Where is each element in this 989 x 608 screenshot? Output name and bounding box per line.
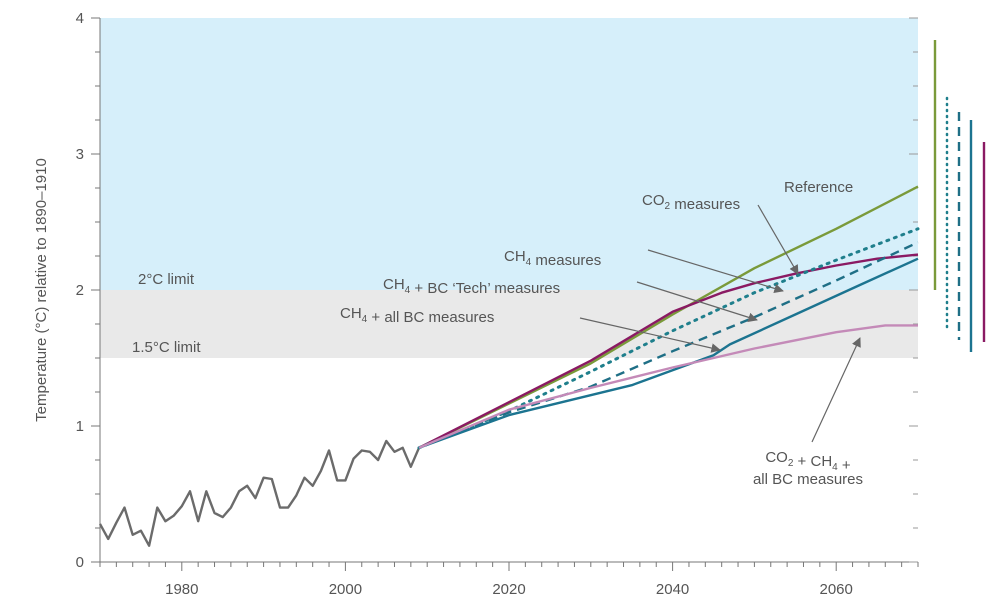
y-tick-label: 1	[76, 418, 84, 435]
arrow-ch4_all_bc	[579, 317, 721, 353]
series-line-co2_ch4_all_bc	[418, 324, 918, 449]
arrow-ch4	[647, 249, 784, 294]
y-tick-label: 3	[76, 146, 84, 163]
annotation-ch4: CH4 measures	[504, 248, 601, 269]
annotation-ch4_bc_tech: CH4 + BC ‘Tech’ measures	[383, 276, 560, 297]
annotation-reference: Reference	[784, 179, 853, 196]
annotation-co2: CO2 measures	[642, 192, 740, 213]
arrow-co2	[757, 204, 799, 275]
series-line-reference	[418, 185, 919, 449]
x-tick-label: 1980	[165, 581, 198, 598]
y-tick-label: 4	[76, 10, 84, 27]
y-axis-title: Temperature (°C) relative to 1890–1910	[33, 158, 50, 422]
limit-label-1: 1.5°C limit	[132, 339, 201, 356]
y-tick-label: 0	[76, 554, 84, 571]
annotation-co2_ch4_all_bc: all BC measures	[753, 471, 863, 488]
limit-label-0: 2°C limit	[138, 271, 195, 288]
y-tick-label: 2	[76, 282, 84, 299]
annotation-co2_ch4_all_bc: CO2 + CH4 +	[765, 449, 851, 474]
x-tick-label: 2000	[329, 581, 362, 598]
x-tick-label: 2040	[656, 581, 689, 598]
annotation-ch4_all_bc: CH4 + all BC measures	[340, 305, 494, 326]
series-line-co2_measures	[418, 253, 919, 449]
series-line-ch4_bc_tech	[418, 241, 919, 449]
arrow-ch4_bc_tech	[636, 281, 758, 322]
arrow-co2_ch4_all_bc	[811, 337, 861, 443]
band-1	[100, 290, 918, 358]
x-tick-label: 2020	[492, 581, 525, 598]
series-line-observed	[98, 439, 421, 547]
series-line-ch4_all_bc	[418, 257, 919, 449]
x-tick-label: 2060	[820, 581, 853, 598]
